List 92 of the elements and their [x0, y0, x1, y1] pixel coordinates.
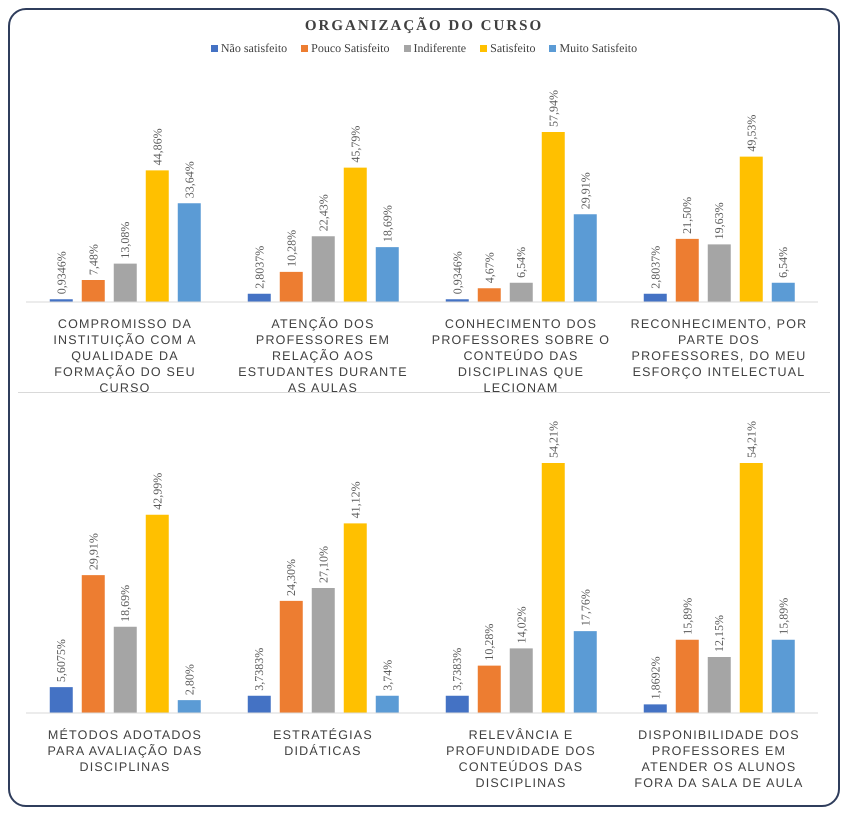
bar	[446, 696, 469, 713]
bar	[114, 264, 137, 302]
data-label: 5,6075%	[54, 639, 68, 682]
bar	[510, 282, 533, 302]
x-tick-label: CONHECIMENTO DOS PROFESSORES SOBRE O CONTEÚDO DAS DISCIPLINAS QUE LECIONAM	[432, 317, 610, 395]
data-label: 42,99%	[150, 472, 164, 510]
data-label: 2,8037%	[648, 246, 662, 289]
data-label: 7,48%	[86, 244, 100, 276]
bar	[344, 523, 367, 713]
data-label: 12,15%	[712, 614, 726, 652]
x-tick-label: RELEVÂNCIA E PROFUNDIDADE DOS CONTEÚDOS DAS DISCIPLINAS	[446, 728, 596, 790]
data-label: 15,89%	[680, 598, 694, 635]
bar	[574, 214, 597, 302]
data-label: 3,7383%	[252, 648, 266, 691]
bar	[114, 626, 137, 713]
bar	[146, 170, 169, 302]
data-label: 0,9346%	[54, 251, 68, 294]
bar	[772, 282, 795, 302]
bar	[542, 132, 565, 302]
data-label: 57,94%	[546, 90, 560, 127]
bar	[312, 588, 335, 713]
data-label: 29,91%	[86, 533, 100, 570]
bar	[574, 631, 597, 713]
bar	[178, 700, 201, 713]
bar	[644, 294, 667, 302]
legend-label: Indiferente	[414, 41, 466, 56]
x-tick-label: MÉTODOS ADOTADOS PARA AVALIAÇÃO DAS DISCIPLINAS	[48, 728, 202, 774]
data-label: 27,10%	[316, 546, 330, 584]
data-label: 15,89%	[776, 598, 790, 635]
legend-label: Pouco Satisfeito	[311, 41, 390, 56]
bar	[312, 236, 335, 302]
bar	[510, 648, 533, 713]
bar	[248, 696, 271, 713]
legend-label: Não satisfeito	[220, 41, 288, 56]
data-label: 54,21%	[546, 421, 560, 458]
data-label: 41,12%	[348, 481, 362, 518]
bar	[644, 704, 667, 713]
bar	[248, 294, 271, 302]
legend-label: Satisfeito	[490, 41, 536, 56]
data-label: 14,02%	[514, 606, 528, 644]
data-label: 18,69%	[118, 584, 132, 622]
bar	[740, 156, 763, 302]
data-label: 21,50%	[680, 196, 694, 234]
data-label: 3,7383%	[450, 648, 464, 691]
bar	[542, 463, 565, 713]
data-label: 49,53%	[744, 114, 758, 152]
data-label: 6,54%	[514, 246, 528, 278]
bar	[146, 514, 169, 713]
bar	[772, 640, 795, 713]
bar	[376, 696, 399, 713]
data-label: 10,28%	[284, 230, 298, 267]
data-label: 10,28%	[482, 624, 496, 661]
bar	[376, 247, 399, 302]
bar	[344, 168, 367, 302]
bar	[740, 463, 763, 713]
bar	[708, 656, 731, 713]
bar	[178, 203, 201, 302]
bar	[280, 600, 303, 713]
data-label: 17,76%	[578, 589, 592, 626]
data-label: 1,8692%	[648, 656, 662, 700]
data-label: 0,9346%	[450, 251, 464, 294]
data-label: 19,63%	[712, 202, 726, 240]
data-label: 18,69%	[380, 205, 394, 242]
bar	[82, 575, 105, 713]
x-tick-label: COMPROMISSO DA INSTITUIÇÃO COM A QUALIDADE DA FORMAÇÃO DO SEU CURSO	[53, 317, 197, 395]
data-label: 45,79%	[348, 126, 362, 163]
data-label: 24,30%	[284, 558, 298, 596]
data-label: 29,91%	[578, 172, 592, 210]
bar	[676, 640, 699, 713]
data-label: 54,21%	[744, 421, 758, 458]
x-tick-label: DISPONIBILIDADE DOS PROFESSORES EM ATENDER OS ALUNOS FORA DA SALA DE AULA	[634, 728, 804, 790]
bar	[478, 288, 501, 302]
legend-label: Muito Satisfeito	[559, 41, 638, 56]
data-label: 4,67%	[482, 252, 496, 284]
bar	[478, 666, 501, 713]
data-label: 3,74%	[380, 660, 394, 691]
bar	[50, 687, 73, 713]
data-label: 2,8037%	[252, 246, 266, 289]
x-tick-label: RECONHECIMENTO, POR PARTE DOS PROFESSORES, DO MEU ESFORÇO INTELECTUAL	[630, 317, 808, 379]
bar	[708, 244, 731, 302]
data-label: 22,43%	[316, 194, 330, 232]
bar	[280, 272, 303, 302]
bar	[676, 238, 699, 302]
x-tick-label: ESTRATÉGIAS DIDÁTICAS	[273, 728, 373, 758]
bar	[82, 280, 105, 302]
data-label: 6,54%	[776, 246, 790, 278]
chart-title: ORGANIZAÇÃO DO CURSO	[304, 18, 544, 35]
x-tick-label: ATENÇÃO DOS PROFESSORES EM RELAÇÃO AOS ESTUDANTES DURANTE AS AULAS	[238, 317, 408, 395]
data-label: 44,86%	[150, 128, 164, 166]
data-label: 13,08%	[118, 222, 132, 259]
data-label: 33,64%	[182, 161, 196, 198]
data-label: 2,80%	[182, 664, 196, 696]
